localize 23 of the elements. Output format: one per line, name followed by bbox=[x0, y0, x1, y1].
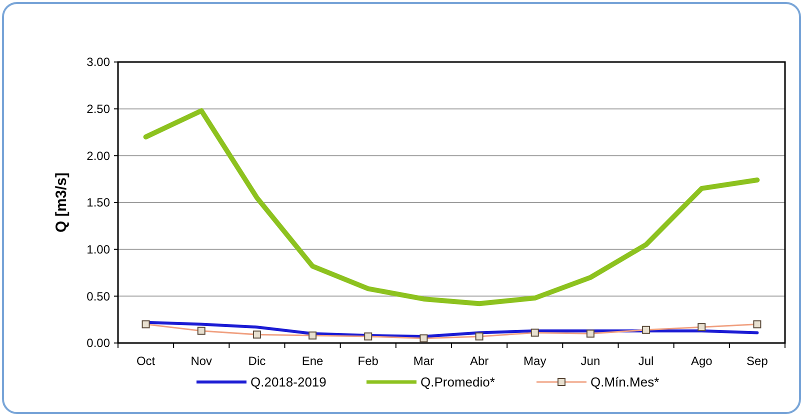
x-tick-label: Abr bbox=[470, 354, 489, 368]
x-tick-label: May bbox=[524, 354, 546, 368]
x-tick-label: Ene bbox=[302, 354, 324, 368]
legend-label: Q.Mín.Mes* bbox=[590, 374, 660, 390]
y-tick-label: 3.00 bbox=[86, 55, 110, 70]
y-tick-label: 0.50 bbox=[86, 289, 110, 304]
y-tick-label: 1.00 bbox=[86, 242, 110, 257]
y-tick-label: 0.00 bbox=[86, 336, 110, 350]
y-tick-label: 2.50 bbox=[86, 102, 110, 116]
y-tick-label: 1.50 bbox=[86, 196, 110, 210]
x-tick-label: Sep bbox=[746, 354, 768, 368]
x-tick-label: Nov bbox=[190, 354, 212, 368]
x-tick-label: Jun bbox=[580, 354, 600, 368]
x-tick-label: Jul bbox=[638, 354, 654, 368]
x-tick-label: Ago bbox=[690, 354, 713, 368]
legend-label: Q.2018-2019 bbox=[250, 374, 326, 390]
x-tick-label: Oct bbox=[136, 354, 156, 368]
legend-label: Q.Promedio* bbox=[420, 374, 495, 390]
x-tick-label: Dic bbox=[248, 354, 266, 368]
y-tick-label: 2.00 bbox=[86, 148, 110, 163]
x-tick-label: Mar bbox=[413, 354, 434, 368]
x-tick-label: Feb bbox=[358, 354, 379, 368]
y-axis-title: Q [m3/s] bbox=[53, 172, 70, 233]
